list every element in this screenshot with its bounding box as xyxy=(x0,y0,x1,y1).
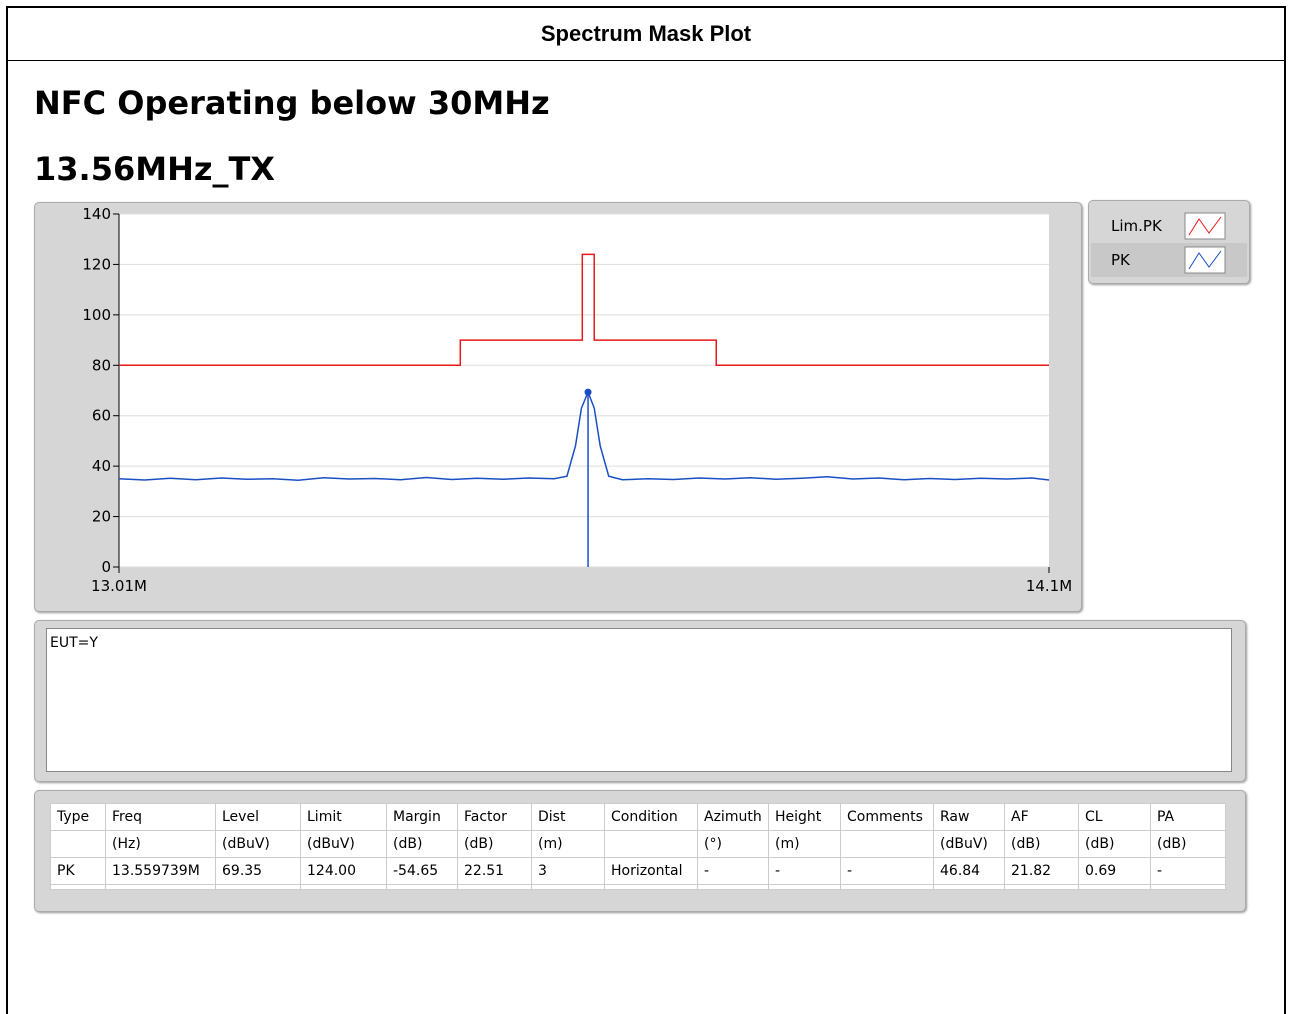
legend-panel: Lim.PK PK xyxy=(1088,200,1250,284)
cell xyxy=(1078,884,1151,890)
cell: 0.69 xyxy=(1078,857,1151,885)
header-title: Spectrum Mask Plot xyxy=(8,8,1284,61)
series-line xyxy=(119,253,1049,367)
cell: (Hz) xyxy=(105,830,216,858)
cell: (dB) xyxy=(1078,830,1151,858)
cell: (dBuV) xyxy=(215,830,301,858)
legend: Lim.PK PK xyxy=(1091,212,1247,277)
cell xyxy=(215,884,301,890)
header-cell: Limit xyxy=(300,803,387,831)
cell xyxy=(768,884,841,890)
x-tick-label: 13.01M xyxy=(91,577,147,595)
table-row: Type Freq Level Limit Margin Factor Dist Condit… xyxy=(50,803,1226,831)
header-cell: Margin xyxy=(386,803,458,831)
cell: (m) xyxy=(531,830,605,858)
cell: PK xyxy=(50,857,106,885)
cell: 124.00 xyxy=(300,857,387,885)
header-cell: Azimuth xyxy=(697,803,769,831)
cell: (dB) xyxy=(1150,830,1226,858)
header-cell: Type xyxy=(50,803,106,831)
chart: 0 20 40 60 80 100 120 140 13.01M 14.1M xyxy=(82,205,1072,595)
header-cell: Factor xyxy=(457,803,532,831)
cell: 21.82 xyxy=(1004,857,1079,885)
cell xyxy=(386,884,458,890)
cell: 46.84 xyxy=(933,857,1005,885)
y-tick-label: 80 xyxy=(92,356,111,374)
plot-area xyxy=(119,214,1049,567)
heading: 13.56MHz_TX xyxy=(34,150,275,188)
header-cell: Dist xyxy=(531,803,605,831)
header-cell: PA xyxy=(1150,803,1226,831)
y-tick-label: 120 xyxy=(82,255,111,273)
cell xyxy=(50,884,106,890)
header-cell: Level xyxy=(215,803,301,831)
cell: - xyxy=(697,857,769,885)
header-cell: Comments xyxy=(840,803,934,831)
cell: - xyxy=(1150,857,1226,885)
legend-label: Lim.PK xyxy=(1111,217,1163,235)
cell xyxy=(604,830,698,858)
cell xyxy=(50,830,106,858)
legend-label: PK xyxy=(1111,251,1131,269)
header-cell: Raw xyxy=(933,803,1005,831)
legend-swatch xyxy=(1184,246,1226,274)
legend-swatch xyxy=(1184,212,1226,240)
header-cell: Condition xyxy=(604,803,698,831)
cell: (dBuV) xyxy=(300,830,387,858)
cell: (°) xyxy=(697,830,769,858)
table-row: PK 13.559739M 69.35 124.00 -54.65 22.51 3 Horiz… xyxy=(50,857,1226,885)
cell xyxy=(531,884,605,890)
cell xyxy=(840,884,934,890)
legend-line xyxy=(1188,216,1222,236)
header-cell: Freq xyxy=(105,803,216,831)
marker-dot xyxy=(584,388,592,396)
frame: Spectrum Mask Plot xyxy=(6,6,1286,1014)
header-cell: CL xyxy=(1078,803,1151,831)
y-tick-label: 0 xyxy=(101,558,111,576)
cell: 69.35 xyxy=(215,857,301,885)
legend-line xyxy=(1188,250,1222,270)
cell xyxy=(300,884,387,890)
y-tick-label: 140 xyxy=(82,205,111,223)
cell: (dB) xyxy=(1004,830,1079,858)
cell: (dB) xyxy=(386,830,458,858)
cell xyxy=(697,884,769,890)
y-tick-label: 20 xyxy=(92,508,111,526)
cell xyxy=(457,884,532,890)
header-cell: Height xyxy=(768,803,841,831)
note: EUT=Y xyxy=(46,628,1232,772)
y-tick-label: 60 xyxy=(92,407,111,425)
chart-panel: 0 20 40 60 80 100 120 140 13.01M 14.1M xyxy=(34,202,1082,612)
cell xyxy=(105,884,216,890)
cell: - xyxy=(768,857,841,885)
x-tick-label: 14.1M xyxy=(1026,577,1072,595)
result-table: Type Freq Level Limit Margin Factor Dist Condit… xyxy=(50,803,1226,890)
cell: (dB) xyxy=(457,830,532,858)
cell xyxy=(933,884,1005,890)
empty-row xyxy=(50,884,1226,890)
cell: - xyxy=(840,857,934,885)
cell xyxy=(1004,884,1079,890)
heading: NFC Operating below 30MHz xyxy=(34,84,550,122)
cell: 13.559739M xyxy=(105,857,216,885)
cell: Horizontal xyxy=(604,857,698,885)
y-tick-label: 40 xyxy=(92,457,111,475)
y-tick-label: 100 xyxy=(82,306,111,324)
cell: (m) xyxy=(768,830,841,858)
cell: 22.51 xyxy=(457,857,532,885)
cell xyxy=(840,830,934,858)
cell: 3 xyxy=(531,857,605,885)
header-cell: AF xyxy=(1004,803,1079,831)
table-row: (Hz) (dBuV) (dBuV) (dB) (dB) (m) (°) (m) (dBuV)(… xyxy=(50,830,1226,858)
cell xyxy=(604,884,698,890)
cell: -54.65 xyxy=(386,857,458,885)
cell: (dBuV) xyxy=(933,830,1005,858)
cell xyxy=(1150,884,1226,890)
